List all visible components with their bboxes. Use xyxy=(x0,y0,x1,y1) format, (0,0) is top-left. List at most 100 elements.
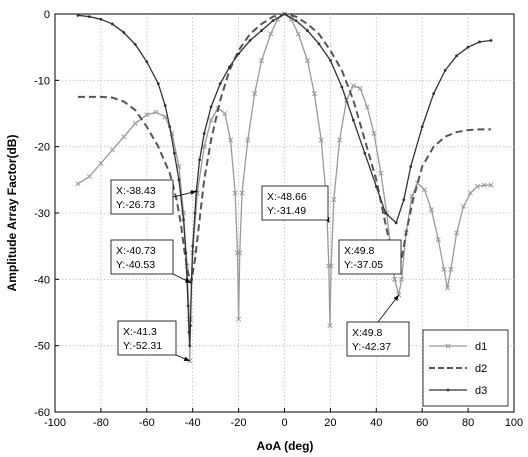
data-point-d3 xyxy=(283,12,286,16)
data-point-d1 xyxy=(153,109,159,115)
data-point-d3 xyxy=(340,85,344,89)
data-point-d1 xyxy=(252,91,258,97)
data-point-d3 xyxy=(88,15,91,19)
data-point-d1 xyxy=(392,276,398,282)
data-point-d1 xyxy=(86,173,92,180)
data-point-d3 xyxy=(186,304,190,308)
x-tick-label: -20 xyxy=(231,417,247,429)
data-tip-x: X:-38.43 xyxy=(116,185,156,197)
data-point-d3 xyxy=(99,17,103,21)
data-point-d3 xyxy=(168,125,172,129)
data-point-d1 xyxy=(421,187,428,193)
y-tick-label: -50 xyxy=(34,341,50,353)
data-point-d3 xyxy=(156,82,160,86)
data-point-d1 xyxy=(311,91,317,97)
x-tick-label: -40 xyxy=(185,417,201,429)
legend-marker-d1 xyxy=(445,343,451,349)
data-point-d1 xyxy=(327,323,333,329)
x-tick-label: 20 xyxy=(324,417,336,429)
data-tips: X:-38.43 Y:-26.73 X:-40.73 Y:-40.53 X:-41.3 Y… xyxy=(110,179,410,362)
data-point-d3 xyxy=(455,54,459,58)
data-point-d1 xyxy=(415,180,421,186)
data-tip: X:-41.3 Y:-52.31 xyxy=(117,320,190,362)
legend: d1 d2 d3 xyxy=(422,329,509,407)
data-point-d3 xyxy=(191,244,195,248)
data-tip-box xyxy=(346,321,410,357)
data-point-d3 xyxy=(394,221,398,225)
data-tip: X:-40.73 Y:-40.53 xyxy=(110,239,192,284)
data-point-d3 xyxy=(374,185,378,188)
data-point-d3 xyxy=(209,105,213,109)
x-tick-label: -100 xyxy=(44,417,66,429)
data-point-d3 xyxy=(184,251,188,255)
data-tip-y: Y:-52.31 xyxy=(123,340,162,352)
data-point-d3 xyxy=(190,277,193,281)
data-point-d3 xyxy=(193,211,197,215)
data-point-d1 xyxy=(295,31,301,37)
data-point-d1 xyxy=(268,31,274,37)
data-point-d3 xyxy=(260,29,263,32)
data-point-d1 xyxy=(245,137,251,143)
data-point-d1 xyxy=(357,85,363,91)
data-point-d1 xyxy=(460,203,467,209)
data-tip-y: Y:-37.05 xyxy=(344,259,383,271)
data-point-d1 xyxy=(350,83,356,89)
x-tick-label: 60 xyxy=(416,417,428,429)
data-point-d3 xyxy=(188,344,192,348)
data-point-d1 xyxy=(435,236,441,243)
data-point-d3 xyxy=(163,104,167,107)
data-point-d3 xyxy=(172,151,176,155)
data-point-d1 xyxy=(444,285,450,291)
data-point-d1 xyxy=(236,316,242,322)
data-tip-arrow xyxy=(190,190,197,195)
data-point-d3 xyxy=(182,218,185,222)
data-point-d3 xyxy=(306,29,309,32)
x-tick-label: -80 xyxy=(93,417,109,429)
data-point-d1 xyxy=(398,276,405,282)
series-layer xyxy=(75,11,494,364)
x-tick-label: 40 xyxy=(370,417,382,429)
data-point-d1 xyxy=(228,137,234,143)
data-point-d1 xyxy=(258,57,265,63)
y-tick-label: -10 xyxy=(34,75,50,87)
data-point-d1 xyxy=(132,120,138,127)
legend-label-d1: d1 xyxy=(475,341,487,353)
data-point-d1 xyxy=(75,181,81,187)
data-point-d3 xyxy=(202,132,206,135)
data-point-d3 xyxy=(177,178,181,182)
data-point-d1 xyxy=(448,266,454,272)
x-tick-label: 0 xyxy=(281,417,287,429)
y-tick-label: -60 xyxy=(34,407,50,419)
data-point-d3 xyxy=(122,31,126,34)
data-tip-y: Y:-40.53 xyxy=(116,259,155,271)
data-point-d1 xyxy=(454,230,460,236)
data-point-d3 xyxy=(194,189,198,193)
data-tip-x: X:49.8 xyxy=(344,245,375,257)
data-tip-y: Y:-31.49 xyxy=(267,205,306,217)
data-point-d3 xyxy=(145,60,149,64)
y-tick-label: -40 xyxy=(34,274,50,286)
data-point-d3 xyxy=(133,43,137,46)
data-point-d3 xyxy=(478,40,481,44)
data-tip-box xyxy=(117,320,177,356)
data-point-d3 xyxy=(466,45,470,49)
data-point-d3 xyxy=(189,324,192,328)
data-tip-x: X:-48.66 xyxy=(267,191,307,203)
data-tip-arrow xyxy=(185,278,192,283)
data-point-d1 xyxy=(364,104,370,110)
data-point-d1 xyxy=(371,130,377,136)
data-point-d1 xyxy=(481,182,487,188)
data-point-d1 xyxy=(208,117,214,123)
data-point-d3 xyxy=(187,331,191,334)
data-tip-leader xyxy=(377,294,400,323)
data-tip-x: X:49.8 xyxy=(352,327,383,339)
data-point-d3 xyxy=(443,68,447,72)
data-tip-y: Y:-26.73 xyxy=(116,199,155,211)
x-tick-label: -60 xyxy=(139,417,155,429)
x-tick-label: 100 xyxy=(505,417,523,429)
data-tip-arrow xyxy=(393,295,399,301)
data-point-d3 xyxy=(218,82,222,86)
data-point-d1 xyxy=(328,263,334,269)
data-tip: X:-48.66 Y:-31.49 xyxy=(261,185,330,224)
data-point-d1 xyxy=(337,137,343,143)
